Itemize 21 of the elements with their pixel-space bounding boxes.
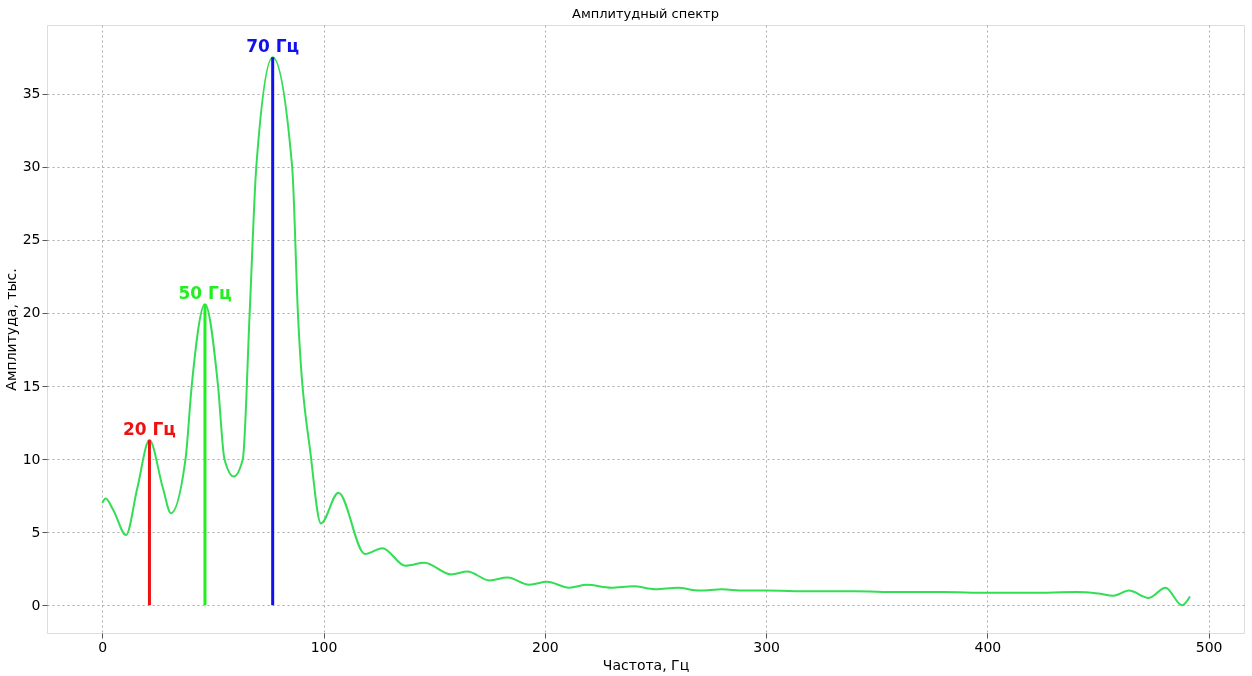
x-tick-label: 100	[310, 638, 338, 655]
series-label: 70 Гц	[246, 36, 300, 57]
y-tick-label: 0	[31, 596, 41, 613]
x-tick-label: 0	[98, 638, 108, 655]
x-tick-label: 400	[974, 638, 1002, 655]
chart-title: Амплитудный спектр	[572, 6, 719, 21]
series-label: 20 Гц	[122, 419, 176, 440]
y-tick-label: 25	[22, 231, 41, 248]
x-axis-title: Частота, Гц	[602, 656, 690, 673]
y-tick-label: 20	[22, 304, 41, 321]
y-axis-title: Амплитуда, тыс.	[2, 268, 19, 391]
line-series	[101, 56, 1192, 607]
y-tick-label: 35	[22, 85, 41, 102]
x-tick-label: 300	[753, 638, 780, 655]
y-tick-label: 10	[22, 450, 41, 467]
series-label: 50 Гц	[178, 283, 232, 304]
x-tick-label: 200	[531, 638, 559, 655]
y-tick-label: 30	[22, 158, 41, 175]
y-tick-label: 5	[31, 523, 41, 540]
y-tick-label: 15	[22, 377, 41, 394]
x-tick-label: 500	[1195, 638, 1223, 655]
